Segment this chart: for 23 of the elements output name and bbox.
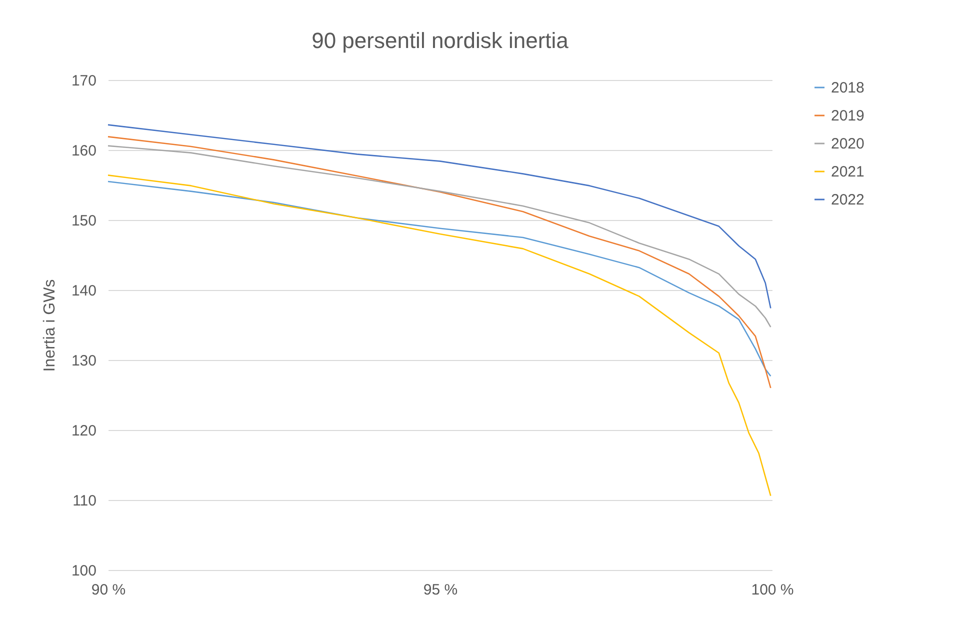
line-series <box>107 145 772 328</box>
y-tick-label: 100 <box>71 562 96 580</box>
line-series <box>107 124 772 309</box>
x-tick-label: 100 % <box>751 582 794 598</box>
y-tick-label: 120 <box>71 422 96 440</box>
line-series <box>107 174 772 496</box>
y-tick-label: 140 <box>71 282 96 300</box>
y-tick-label: 110 <box>72 492 96 510</box>
y-axis-title: Inertia i GWs <box>41 279 58 372</box>
legend-label: 2021 <box>831 164 864 180</box>
y-tick-label: 130 <box>71 352 96 370</box>
chart-title: 90 persentil nordisk inertia <box>312 28 570 53</box>
legend-label: 2022 <box>831 192 864 208</box>
y-tick-label: 160 <box>71 142 96 160</box>
legend-label: 2018 <box>831 80 864 96</box>
legend-label: 2019 <box>831 108 864 124</box>
legend-label: 2020 <box>831 136 864 152</box>
x-tick-label: 90 % <box>91 582 126 598</box>
y-tick-label: 170 <box>71 72 96 90</box>
line-series <box>107 180 772 377</box>
x-tick-label: 95 % <box>423 582 458 598</box>
y-tick-label: 150 <box>71 212 96 230</box>
line-series <box>107 136 772 389</box>
